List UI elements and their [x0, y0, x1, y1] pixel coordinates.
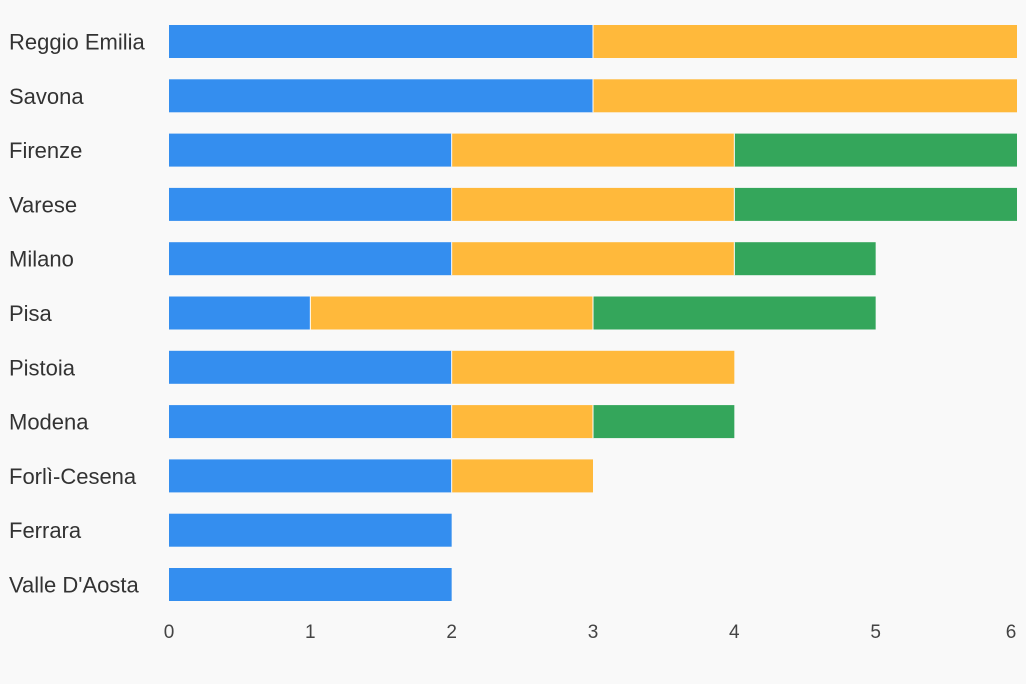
- category-label-pisa: Pisa: [9, 301, 53, 326]
- x-tick-label-5: 5: [870, 622, 881, 643]
- bar-segment-pisa-series-1: [169, 296, 311, 330]
- bar-segment-firenze-series-1: [169, 133, 452, 167]
- category-label-modena: Modena: [9, 410, 89, 435]
- bar-segment-modena-series-2: [451, 405, 593, 439]
- bars-layer: [169, 25, 1017, 601]
- bar-segment-valle-d-aosta-series-1: [169, 568, 452, 601]
- x-tick-label-6: 6: [1006, 622, 1017, 643]
- bar-segment-milano-series-3: [734, 242, 876, 276]
- category-label-varese: Varese: [9, 192, 77, 217]
- bar-segment-pisa-series-2: [310, 296, 593, 330]
- bar-segment-varese-series-3: [734, 187, 1017, 221]
- bar-segment-savona-series-2: [593, 79, 1017, 113]
- x-tick-label-2: 2: [446, 622, 457, 643]
- bar-segment-forli-cesena-series-2: [451, 459, 593, 493]
- x-tick-label-1: 1: [305, 622, 316, 643]
- category-label-ferrara: Ferrara: [9, 518, 82, 543]
- bar-segment-milano-series-2: [451, 242, 735, 276]
- bar-segment-firenze-series-3: [734, 133, 1017, 167]
- bar-segment-forli-cesena-series-1: [169, 459, 452, 493]
- bar-segment-pistoia-series-1: [169, 350, 452, 384]
- bar-segment-firenze-series-2: [451, 133, 735, 167]
- category-label-pistoia: Pistoia: [9, 355, 76, 380]
- bar-segment-pistoia-series-2: [451, 350, 735, 384]
- bar-segment-savona-series-1: [169, 79, 593, 113]
- category-label-reggio-emilia: Reggio Emilia: [9, 30, 145, 55]
- bar-segment-varese-series-2: [451, 187, 735, 221]
- bar-segment-ferrara-series-1: [169, 513, 452, 547]
- category-labels: Reggio Emilia Savona Firenze Varese Milano Pi…: [9, 30, 145, 598]
- category-label-valle-d-aosta: Valle D'Aosta: [9, 573, 140, 598]
- bar-segment-modena-series-1: [169, 405, 452, 439]
- bar-segment-pisa-series-3: [593, 296, 876, 330]
- category-label-milano: Milano: [9, 247, 74, 272]
- x-tick-label-3: 3: [588, 622, 599, 643]
- bar-segment-reggio-emilia-series-1: [169, 25, 593, 58]
- category-label-savona: Savona: [9, 84, 84, 109]
- bar-segment-reggio-emilia-series-2: [593, 25, 1017, 58]
- bar-segment-varese-series-1: [169, 187, 452, 221]
- bar-segment-modena-series-3: [593, 405, 735, 439]
- x-axis-ticks: 0 1 2 3 4 5 6: [164, 622, 1017, 643]
- bar-segment-milano-series-1: [169, 242, 452, 276]
- category-label-forli-cesena: Forlì-Cesena: [9, 464, 137, 489]
- category-label-firenze: Firenze: [9, 138, 82, 163]
- x-tick-label-0: 0: [164, 622, 175, 643]
- x-tick-label-4: 4: [729, 622, 740, 643]
